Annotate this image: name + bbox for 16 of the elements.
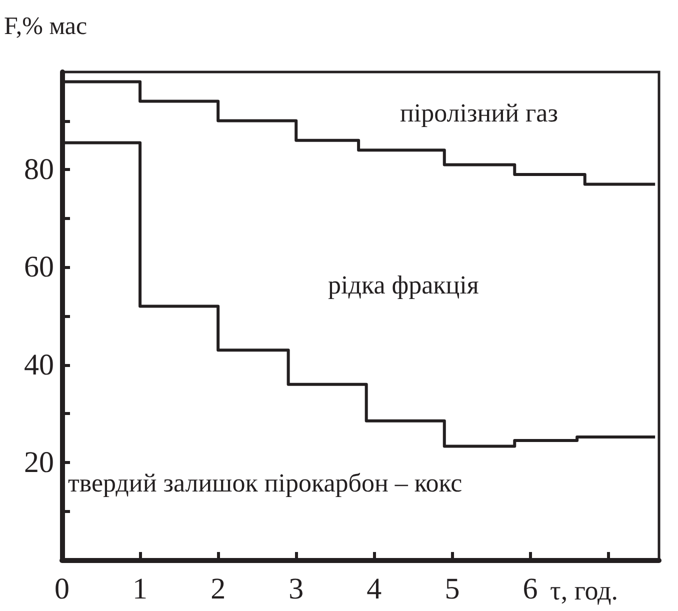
x-tick-label: 5 <box>444 572 460 606</box>
annotation: твердий залишок пірокарбон – кокс <box>68 468 462 498</box>
x-tick-label: 3 <box>288 572 304 606</box>
x-axis-title: τ, год. <box>550 576 618 606</box>
annotation: піролізний газ <box>400 98 558 128</box>
x-tick-label: 4 <box>366 572 382 606</box>
y-axis-title: F,% мас <box>4 13 88 40</box>
x-tick-label: 2 <box>210 572 226 606</box>
x-tick-label: 6 <box>522 572 538 606</box>
x-tick-label: 0 <box>54 572 70 606</box>
x-tick-label: 1 <box>132 572 148 606</box>
y-tick-label: 20 <box>24 446 54 479</box>
y-tick-label: 60 <box>24 250 54 284</box>
annotation: рідка фракція <box>328 270 479 300</box>
y-tick-label: 40 <box>24 348 54 382</box>
y-tick-label: 80 <box>24 153 54 186</box>
